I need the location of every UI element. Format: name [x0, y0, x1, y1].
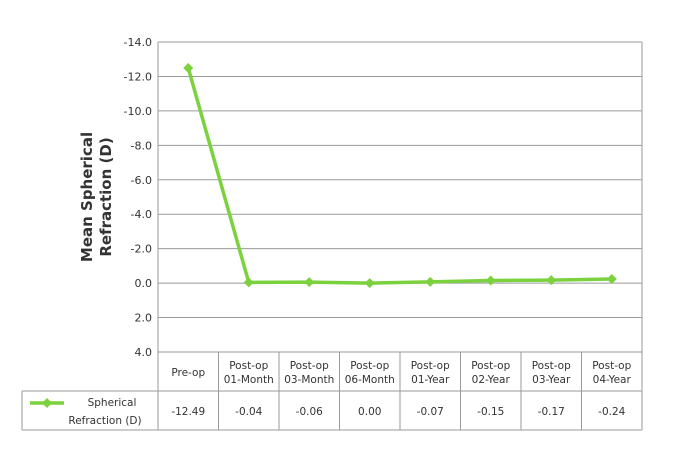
y-tick-label: -14.0 [124, 36, 152, 49]
data-point-marker [304, 277, 315, 288]
data-point-marker [364, 278, 375, 289]
category-label-line1: Post-op [471, 360, 510, 372]
category-label-line1: Post-op [290, 360, 329, 372]
y-tick-label: 4.0 [135, 346, 153, 359]
y-tick-label: -10.0 [124, 105, 152, 118]
category-label-line2: 01-Year [411, 374, 450, 386]
data-point-marker [243, 277, 254, 288]
legend-label-line1: Spherical [88, 397, 137, 409]
category-label-line2: 02-Year [472, 374, 511, 386]
table-value: -0.06 [296, 406, 323, 418]
category-label-line2: 06-Month [345, 374, 395, 386]
category-label-line2: 04-Year [593, 374, 632, 386]
y-axis-title-line2: Refraction (D) [97, 137, 115, 256]
category-label-line2: 01-Month [224, 374, 274, 386]
y-tick-label: 2.0 [135, 312, 153, 325]
y-tick-label: -12.0 [124, 70, 152, 83]
y-tick-label: 0.0 [135, 277, 153, 290]
data-point-marker [485, 275, 496, 286]
legend-swatch-marker [42, 398, 52, 408]
category-label-line2: 03-Month [284, 374, 334, 386]
data-point-marker [606, 273, 617, 284]
data-point-marker [183, 63, 194, 74]
data-point-marker [425, 276, 436, 287]
category-label: Pre-op [171, 367, 205, 379]
table-value: -0.15 [477, 406, 504, 418]
y-tick-label: -6.0 [131, 174, 152, 187]
table-value: -0.04 [235, 406, 262, 418]
y-tick-label: -4.0 [131, 208, 152, 221]
legend-label-line2: Refraction (D) [68, 415, 141, 427]
category-label-line1: Post-op [229, 360, 268, 372]
category-label-line2: 03-Year [532, 374, 571, 386]
category-label-line1: Post-op [411, 360, 450, 372]
y-tick-label: -2.0 [131, 243, 152, 256]
series-line [186, 67, 612, 285]
table-value: -12.49 [171, 406, 205, 418]
category-label-line1: Post-op [592, 360, 631, 372]
category-label-line1: Post-op [532, 360, 571, 372]
y-tick-label: -8.0 [131, 139, 152, 152]
category-label-line1: Post-op [350, 360, 389, 372]
table-value: -0.17 [538, 406, 565, 418]
table-value: 0.00 [358, 406, 381, 418]
table-value: -0.07 [417, 406, 444, 418]
data-point-marker [546, 275, 557, 286]
table-value: -0.24 [598, 406, 625, 418]
y-axis-title-line1: Mean Spherical [78, 132, 96, 262]
